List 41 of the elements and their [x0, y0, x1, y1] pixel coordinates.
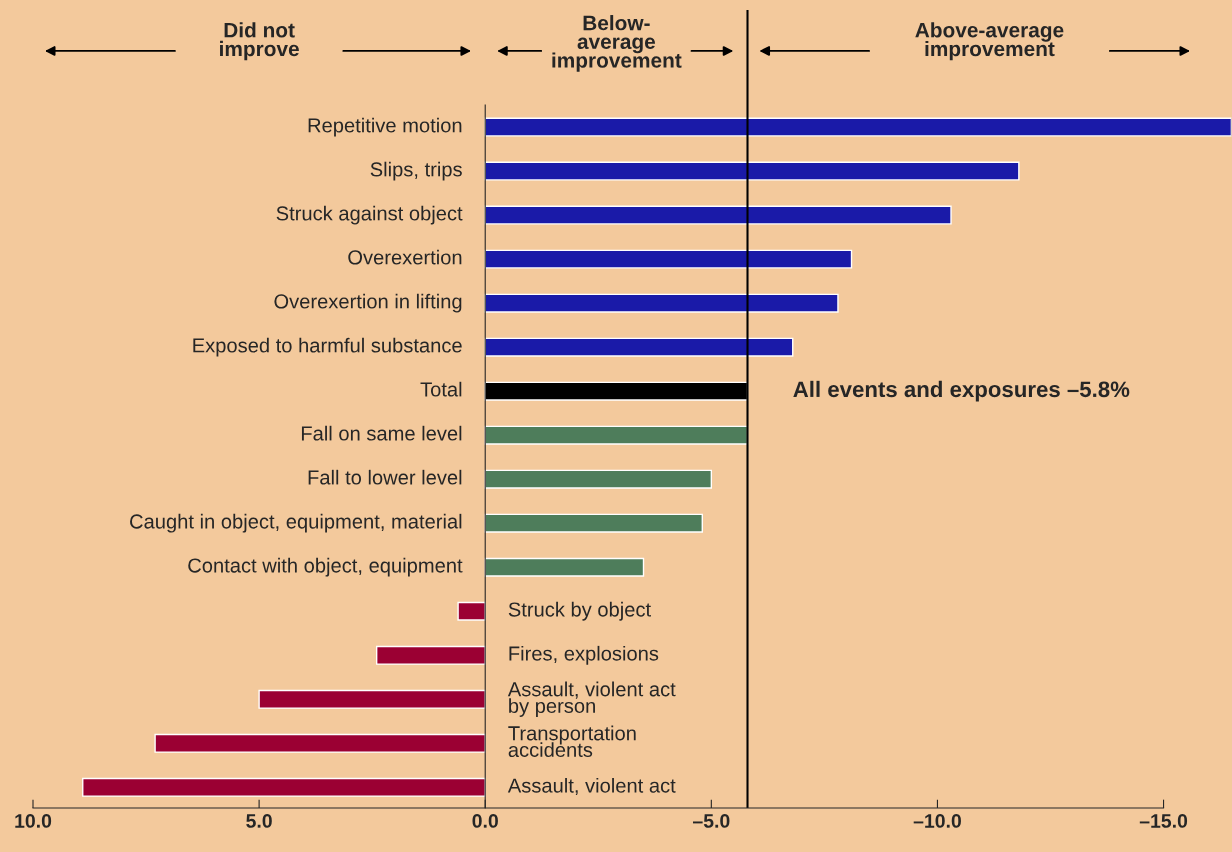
y-tick-label: Struck against object: [276, 205, 463, 225]
bar: [484, 293, 839, 313]
bar: [457, 601, 486, 621]
y-tick-label: Assault, violent act: [507, 777, 676, 796]
y-tick-label: Transportation accidents: [508, 725, 636, 757]
bar: [258, 689, 486, 709]
text: Above-average improvement: [915, 22, 1064, 61]
x-tick-label: 5.0: [246, 814, 272, 828]
y-tick-label: Slips, trips: [370, 161, 462, 181]
bar: [484, 337, 794, 357]
bar: [484, 249, 853, 269]
bar: [484, 425, 749, 445]
bar: [375, 645, 486, 665]
text: Did not improve: [220, 22, 299, 61]
bar: [82, 777, 486, 797]
bar: [154, 733, 486, 753]
y-tick-label: Exposed to harmful substance: [193, 337, 462, 357]
y-tick-label: Assault, violent act by person: [507, 681, 676, 717]
y-tick-label: Contact with object, equipment: [188, 557, 463, 577]
x-tick-label: 10.0: [15, 814, 52, 828]
y-tick-label: Overexertion in lifting: [274, 293, 462, 313]
y-tick-label: Total: [420, 381, 462, 397]
bar: [484, 161, 1020, 181]
y-tick-label: Overexertion: [348, 249, 462, 265]
bar: [484, 469, 713, 489]
y-tick-label: Struck by object: [508, 601, 651, 621]
y-tick-label: Fires, explosions: [509, 645, 659, 665]
bar: [484, 117, 1232, 137]
bar: [484, 205, 952, 225]
y-tick-label: Fall to lower level: [308, 469, 462, 485]
x-tick-label: –5.0: [693, 814, 730, 828]
y-tick-label: Fall on same level: [301, 425, 462, 441]
bar: [484, 513, 703, 533]
x-tick-label: –10.0: [913, 814, 961, 828]
x-tick-label: 0.0: [472, 814, 498, 828]
y-tick-label: Caught in object, equipment, material: [130, 513, 462, 533]
text: Below- average improvement: [552, 15, 682, 72]
x-tick-label: –15.0: [1139, 814, 1188, 828]
bar: [484, 557, 645, 577]
y-tick-label: Repetitive motion: [308, 117, 462, 137]
ref-line-label: All events and exposures –5.8%: [793, 380, 1130, 402]
